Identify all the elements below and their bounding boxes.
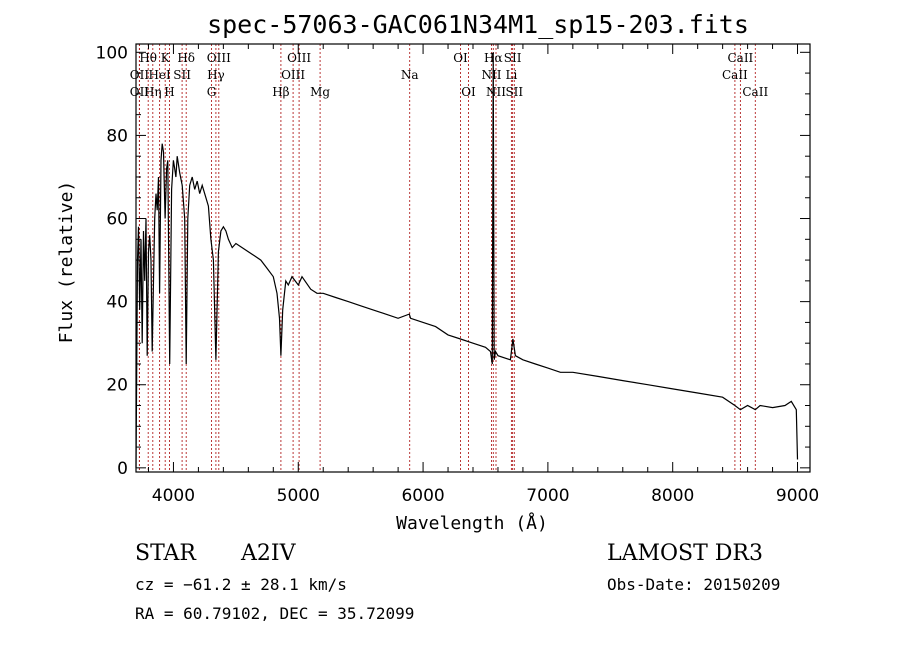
object-subclass: A2IV <box>240 541 297 566</box>
marker-label: OIII <box>281 68 305 82</box>
y-tick-label: 80 <box>106 126 128 146</box>
x-axis-label: Wavelength (Å) <box>396 512 548 534</box>
marker-label: CaII <box>742 85 768 99</box>
marker-label: OII <box>130 85 150 99</box>
marker-label: Li <box>505 68 517 82</box>
marker-label: OI <box>453 51 468 65</box>
marker-label: Hγ <box>207 68 225 82</box>
plot-frame <box>135 43 811 473</box>
y-axis-label: Flux (relative) <box>56 181 77 344</box>
spectrum-line <box>135 52 799 468</box>
marker-label: SII <box>505 85 523 99</box>
marker-label: CaII <box>722 68 748 82</box>
y-tick-label: 100 <box>96 43 128 63</box>
x-tick-label: 6000 <box>401 486 444 506</box>
x-tick-label: 5000 <box>277 486 320 506</box>
marker-label: Hβ <box>272 85 289 99</box>
marker-label: OIII <box>207 51 231 65</box>
marker-label: Hη <box>144 85 162 99</box>
marker-label: OII <box>130 68 150 82</box>
x-tick-label: 4000 <box>152 486 195 506</box>
marker-label: SII <box>173 68 191 82</box>
marker-label: OIII <box>287 51 311 65</box>
marker-label: CaII <box>727 51 753 65</box>
marker-label: G <box>207 85 217 99</box>
marker-label: Na <box>401 68 419 82</box>
marker-label: Hδ <box>177 51 195 65</box>
chart-title: spec-57063-GAC061N34M1_sp15-203.fits <box>207 10 749 39</box>
marker-label: NII <box>482 68 502 82</box>
y-tick-label: 0 <box>117 459 128 479</box>
marker-label: K <box>161 51 171 65</box>
y-axis-ticks: 0 20 40 60 80 100 <box>96 43 810 479</box>
redshift-text: cz = −61.2 ± 28.1 km/s <box>135 575 347 594</box>
x-tick-label: 8000 <box>651 486 694 506</box>
line-markers <box>138 44 756 472</box>
x-tick-label: 9000 <box>776 486 819 506</box>
survey-name: LAMOST DR3 <box>607 541 763 566</box>
coordinates-text: RA = 60.79102, DEC = 35.72099 <box>135 604 414 623</box>
y-tick-label: 40 <box>106 293 128 313</box>
object-class: STAR <box>135 541 197 566</box>
marker-label: OI <box>461 85 476 99</box>
marker-label: SII <box>504 51 522 65</box>
marker-label: Mg <box>310 85 330 99</box>
y-tick-label: 60 <box>106 210 128 230</box>
obs-date-text: Obs-Date: 20150209 <box>607 575 780 594</box>
x-axis-ticks: 4000 5000 6000 7000 8000 9000 <box>147 44 819 506</box>
y-tick-label: 20 <box>106 376 128 396</box>
marker-label: HeI <box>148 68 171 82</box>
x-tick-label: 7000 <box>526 486 569 506</box>
marker-label: NII <box>486 85 506 99</box>
marker-label: Hθ <box>139 51 157 65</box>
marker-label: H <box>164 85 174 99</box>
